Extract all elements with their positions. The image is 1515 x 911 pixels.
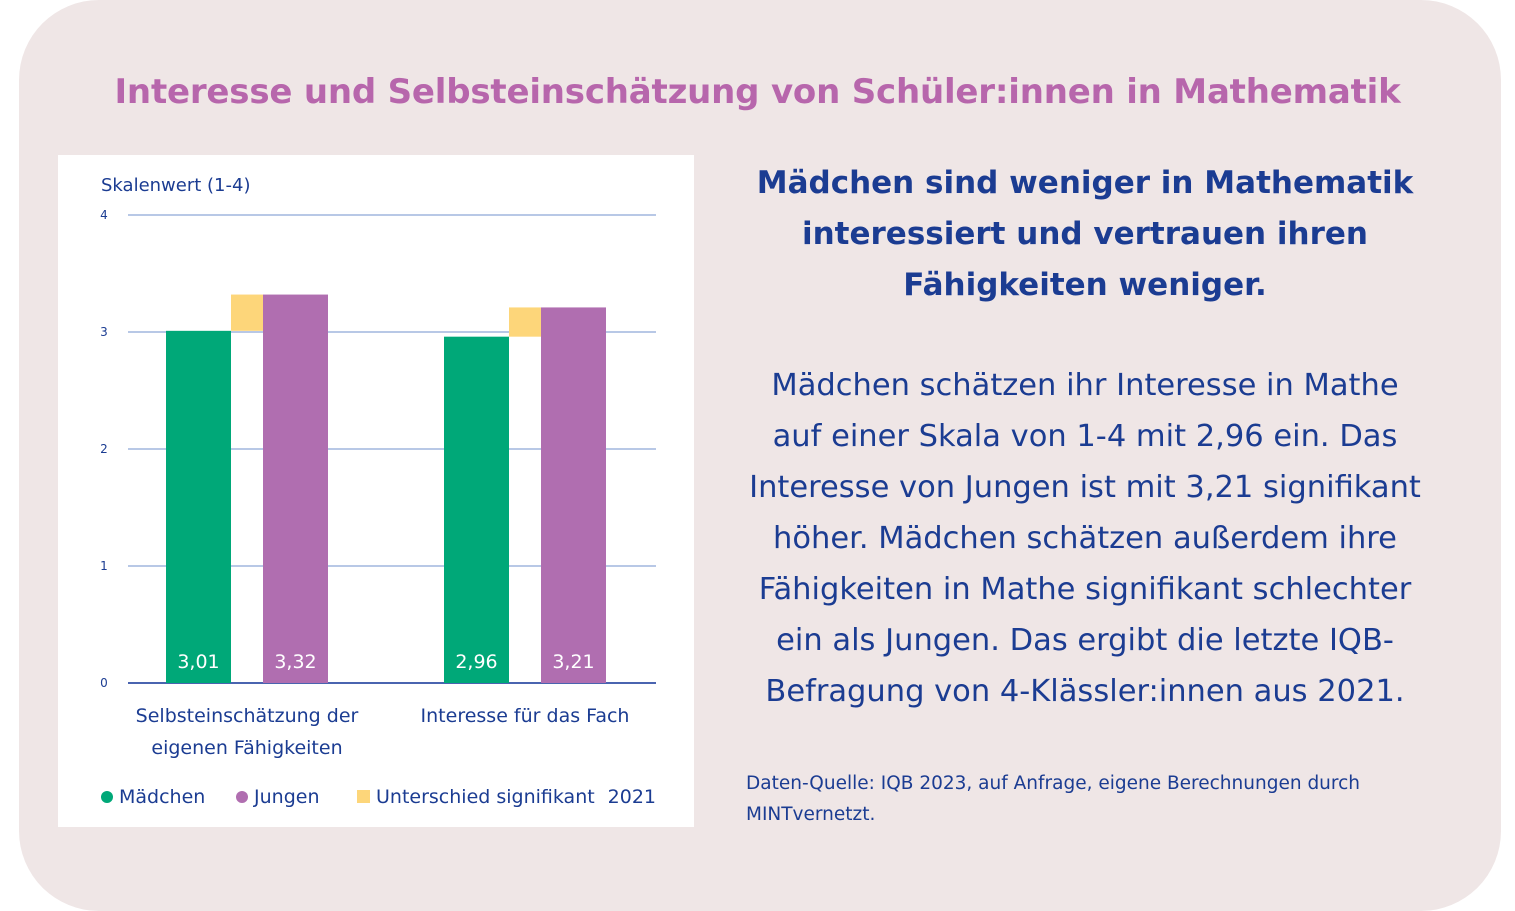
legend-label-maedchen: Mädchen — [119, 786, 205, 808]
description-line: höher. Mädchen schätzen außerdem ihre — [773, 521, 1397, 556]
description-line: Fähigkeiten in Mathe signifikant schlech… — [758, 572, 1412, 607]
bar-maedchen — [166, 330, 231, 683]
description-line: auf einer Skala von 1-4 mit 2,96 ein. Da… — [772, 419, 1398, 454]
y-tick-label: 2 — [100, 442, 108, 456]
page-title: Interesse und Selbsteinschätzung von Sch… — [114, 72, 1401, 112]
bar-value-label: 3,32 — [274, 651, 316, 673]
source-line: Daten-Quelle: IQB 2023, auf Anfrage, eig… — [746, 773, 1361, 794]
description-line: ein als Jungen. Das ergibt die letzte IQ… — [776, 623, 1394, 658]
description-line: Mädchen schätzen ihr Interesse in Mathe — [771, 368, 1399, 403]
significance-marker — [231, 294, 263, 331]
x-category-label: Selbsteinschätzung der — [136, 705, 359, 727]
bar-jungen — [263, 294, 328, 683]
data-source-note: Daten-Quelle: IQB 2023, auf Anfrage, eig… — [746, 768, 1386, 830]
y-tick-label: 0 — [100, 676, 108, 690]
y-tick-label: 1 — [100, 559, 108, 573]
y-tick-label: 4 — [100, 208, 108, 222]
key-message-line: Fähigkeiten weniger. — [903, 267, 1267, 303]
bar-value-label: 2,96 — [455, 651, 497, 673]
description-line: Befragung von 4-Klässler:innen aus 2021. — [765, 674, 1405, 709]
bar-value-label: 3,01 — [177, 651, 219, 673]
legend-swatch-jungen — [236, 791, 248, 803]
key-message-line: Mädchen sind weniger in Mathematik — [756, 165, 1414, 201]
chart-year: 2021 — [608, 786, 656, 808]
legend-label-jungen: Jungen — [253, 786, 319, 808]
y-tick-label: 3 — [100, 325, 108, 339]
bar-value-label: 3,21 — [552, 651, 594, 673]
legend-label-significance: Unterschied signifikant — [376, 786, 595, 808]
y-axis-title: Skalenwert (1-4) — [101, 175, 250, 196]
x-category-label: Interesse für das Fach — [421, 705, 630, 727]
source-line: MINTvernetzt. — [746, 804, 876, 825]
description-line: Interesse von Jungen ist mit 3,21 signif… — [749, 470, 1421, 505]
bar-maedchen — [444, 336, 509, 683]
key-message: Mädchen sind weniger in Mathematik inter… — [745, 158, 1425, 311]
key-message-line: interessiert und vertrauen ihren — [801, 216, 1368, 252]
description-text: Mädchen schätzen ihr Interesse in Mathe … — [745, 360, 1425, 717]
legend-swatch-significance — [357, 790, 370, 803]
significance-marker — [509, 307, 541, 337]
x-category-label: eigenen Fähigkeiten — [151, 737, 342, 759]
bar-jungen — [541, 307, 606, 683]
bar-chart: Skalenwert (1-4) 0 1 2 3 4 3,01 3,32 2,96 3,21 Sel… — [100, 175, 656, 808]
chart-panel: Skalenwert (1-4) 0 1 2 3 4 3,01 3,32 2,96 3,21 Sel… — [58, 155, 694, 827]
legend-swatch-maedchen — [101, 791, 113, 803]
